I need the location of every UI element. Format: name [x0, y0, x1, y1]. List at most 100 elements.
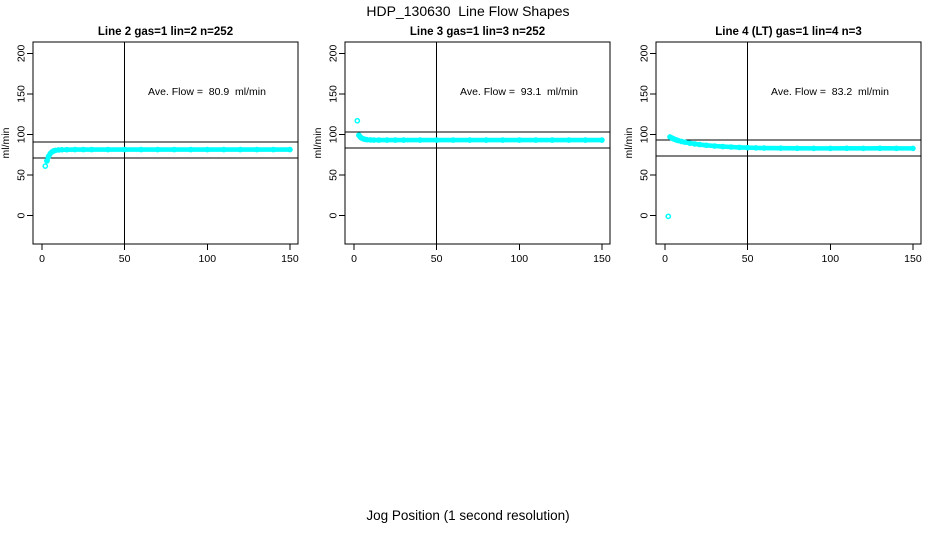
- x-axis-tick-label: 100: [822, 253, 840, 265]
- data-point: [204, 146, 211, 153]
- panel-2-y-axis-label: ml/min: [312, 127, 324, 159]
- data-point: [483, 137, 490, 143]
- x-axis-tick-label: 100: [199, 253, 217, 265]
- data-point: [59, 146, 65, 153]
- data-point: [516, 137, 523, 143]
- data-point: [237, 146, 244, 153]
- y-axis-tick-label: 100: [328, 126, 340, 144]
- data-point: [121, 146, 128, 153]
- data-point: [599, 137, 605, 143]
- data-point: [827, 145, 834, 152]
- data-point: [371, 137, 377, 143]
- y-axis-tick-label: 0: [639, 213, 651, 219]
- x-axis-tick-label: 0: [351, 253, 357, 265]
- data-point: [375, 137, 382, 143]
- x-axis-tick-label: 50: [431, 253, 443, 265]
- data-point: [728, 144, 734, 150]
- data-point: [354, 117, 361, 124]
- data-point: [417, 137, 423, 143]
- data-point: [367, 137, 374, 143]
- x-axis-tick-label: 50: [119, 253, 131, 265]
- data-point: [720, 143, 726, 150]
- data-point: [42, 163, 49, 169]
- y-axis-tick-label: 100: [16, 126, 28, 144]
- panel-3-title: Line 4 (LT) gas=1 lin=4 n=3: [715, 26, 862, 38]
- data-point: [682, 139, 688, 146]
- data-point: [744, 144, 751, 151]
- y-axis-tick-label: 50: [328, 169, 340, 181]
- data-point: [711, 143, 718, 149]
- data-point: [665, 213, 672, 220]
- data-point: [499, 137, 506, 143]
- panel-1-title: Line 2 gas=1 lin=2 n=252: [97, 26, 234, 38]
- panel-3-y-axis-label: ml/min: [623, 127, 635, 159]
- data-point: [691, 141, 698, 147]
- panel-1-y-axis-label: ml/min: [0, 127, 12, 159]
- data-point: [860, 145, 867, 152]
- x-axis-tick-label: 150: [904, 253, 922, 265]
- data-point: [703, 142, 710, 149]
- data-point: [44, 158, 50, 164]
- data-point: [810, 145, 817, 152]
- data-point: [450, 137, 456, 143]
- data-point: [794, 145, 801, 152]
- data-point: [678, 138, 685, 145]
- plot-box: [344, 41, 611, 245]
- data-point: [105, 146, 111, 153]
- x-axis-tick-label: 150: [281, 253, 299, 265]
- data-point: [466, 137, 473, 143]
- panel-2-title: Line 3 gas=1 lin=3 n=252: [409, 26, 546, 38]
- panel-3-ave-flow-annotation: Ave. Flow = 83.2 ml/min: [771, 86, 889, 98]
- x-axis-tick-label: 0: [662, 253, 668, 265]
- x-axis-tick-label: 150: [593, 253, 611, 265]
- y-axis-tick-label: 200: [639, 44, 651, 62]
- data-point: [910, 145, 916, 152]
- figure-title: HDP_130630 Line Flow Shapes: [366, 3, 570, 19]
- data-point: [877, 145, 883, 152]
- data-point: [270, 146, 277, 153]
- plot-box: [655, 41, 922, 245]
- data-point: [696, 141, 703, 148]
- y-axis-tick-label: 150: [639, 85, 651, 103]
- data-point: [45, 153, 52, 160]
- x-axis-tick-label: 100: [511, 253, 529, 265]
- data-point: [221, 146, 227, 153]
- y-axis-tick-label: 200: [16, 44, 28, 62]
- plot-box: [32, 41, 299, 245]
- data-point: [171, 146, 178, 153]
- data-point: [356, 132, 362, 139]
- y-axis-tick-label: 50: [16, 169, 28, 181]
- y-axis-tick-label: 0: [16, 213, 28, 219]
- data-point: [154, 146, 161, 153]
- figure-x-axis-label: Jog Position (1 second resolution): [366, 508, 570, 523]
- data-point: [753, 145, 759, 151]
- data-point: [686, 140, 693, 146]
- data-point: [566, 137, 572, 143]
- data-point: [400, 137, 407, 143]
- y-axis-tick-label: 100: [639, 126, 651, 144]
- y-axis-tick-label: 0: [328, 213, 340, 219]
- data-point: [55, 147, 62, 153]
- data-point: [582, 137, 589, 143]
- x-axis-tick-label: 50: [742, 253, 754, 265]
- data-point: [88, 146, 95, 153]
- data-point: [433, 137, 440, 143]
- y-axis-tick-label: 50: [639, 169, 651, 181]
- data-point: [761, 145, 767, 151]
- data-point: [844, 145, 850, 152]
- data-point: [187, 146, 194, 153]
- data-point: [384, 137, 390, 143]
- data-point: [52, 147, 59, 154]
- panel-1-ave-flow-annotation: Ave. Flow = 80.9 ml/min: [148, 86, 266, 98]
- data-point: [80, 146, 87, 153]
- y-axis-tick-label: 150: [328, 85, 340, 103]
- x-axis-tick-label: 0: [39, 253, 45, 265]
- data-point: [287, 146, 293, 153]
- data-point: [736, 144, 743, 151]
- panel-2-ave-flow-annotation: Ave. Flow = 93.1 ml/min: [460, 86, 578, 98]
- data-point: [549, 137, 556, 143]
- data-point: [364, 136, 371, 143]
- data-point: [63, 146, 70, 153]
